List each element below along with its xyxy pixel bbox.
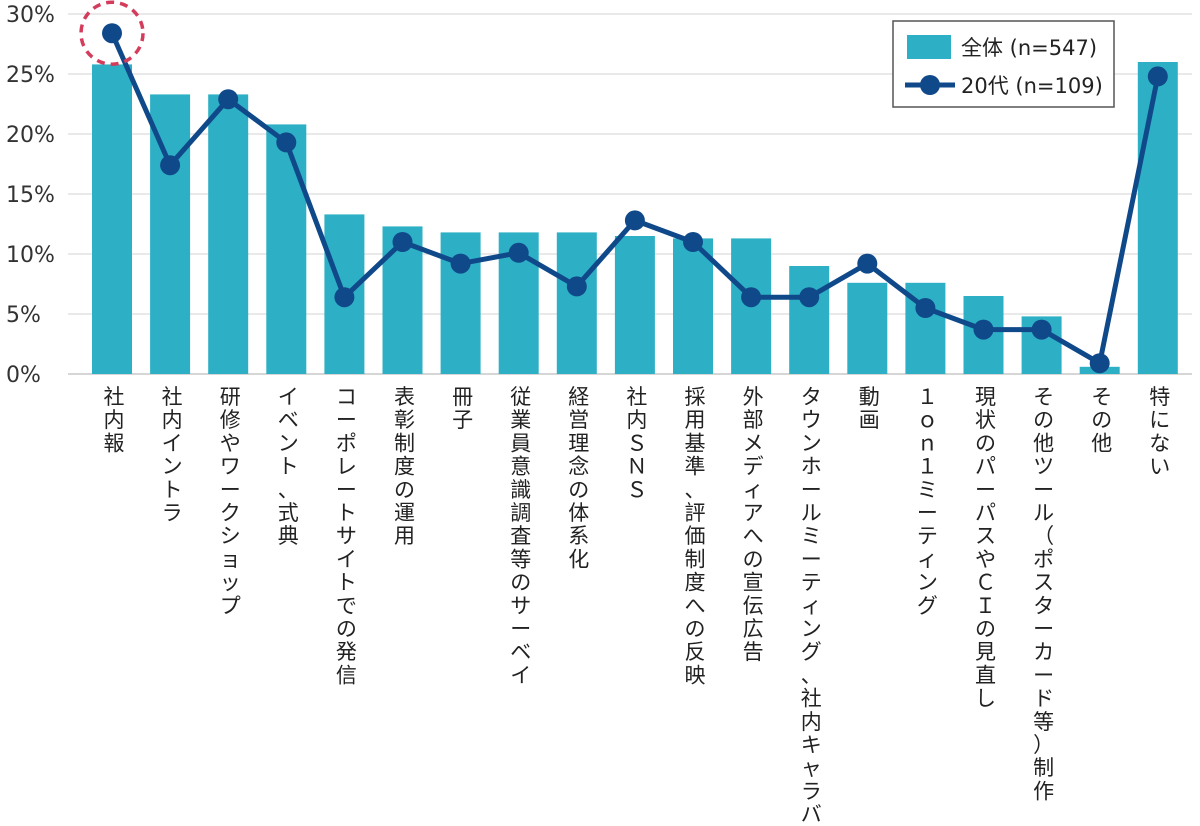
category-label: 社内イントラ (162, 385, 183, 525)
bar (556, 232, 597, 374)
line-point (1089, 353, 1110, 374)
highlight-circle (79, 0, 145, 66)
bar (847, 282, 888, 374)
category-label: 冊子 (452, 385, 473, 432)
y-tick-label: 30% (6, 3, 55, 28)
line-point (857, 253, 878, 274)
line-point (334, 287, 355, 308)
category-label: 研修やワークショップ (220, 385, 241, 618)
y-axis-tick-labels: 0% 5% 10% 15% 20% 25% 30% (6, 3, 55, 388)
legend-swatch-marker (920, 75, 940, 95)
legend-label-20s: 20代 (n=109) (961, 74, 1103, 98)
line-point (102, 23, 122, 44)
category-label: 現状のパーパスやＣＩの見直し (975, 385, 996, 711)
line-point (508, 242, 529, 263)
legend-label-overall: 全体 (n=547) (961, 36, 1097, 60)
y-tick-label: 25% (6, 63, 55, 88)
line-point (450, 253, 471, 274)
line-point (392, 232, 413, 252)
y-tick-label: 20% (6, 123, 55, 148)
bar (92, 64, 132, 375)
y-tick-label: 0% (6, 363, 41, 388)
category-label: 採用基準、評価制度への反映 (685, 385, 706, 687)
bar (266, 124, 307, 375)
category-label: 経営理念の体系化 (568, 385, 589, 571)
category-label: 従業員意識調査等のサーベイ (510, 385, 531, 687)
line-series-20s (102, 23, 1168, 374)
category-label: 特にない (1149, 385, 1170, 479)
legend-swatch-bar (907, 35, 951, 59)
category-label: １ｏｎ１ミーティング (917, 385, 938, 618)
line-point (1031, 319, 1052, 340)
bar (1137, 62, 1178, 374)
bar (789, 266, 830, 374)
annotations (79, 0, 145, 66)
category-label: 動画 (859, 385, 880, 432)
bar (614, 236, 655, 374)
category-label: コーポレートサイトでの発信 (336, 385, 357, 687)
y-tick-label: 10% (6, 243, 55, 268)
bars-series-overall (92, 62, 1178, 375)
bar (673, 238, 713, 374)
y-tick-label: 15% (6, 183, 55, 208)
category-label: 表彰制度の運用 (394, 385, 415, 548)
category-label: 外部メディアへの宣伝広告 (743, 385, 764, 664)
legend: 全体 (n=547) 20代 (n=109) (892, 20, 1115, 108)
category-label: タウンホールミーティング、社内キャラバン (801, 385, 822, 826)
category-label: イベント、式典 (278, 385, 299, 548)
line-point (799, 287, 820, 308)
y-tick-label: 5% (6, 303, 41, 328)
bar (208, 94, 249, 375)
line-point (973, 319, 994, 340)
line-point (1147, 66, 1168, 87)
category-label: 社内ＳＮＳ (626, 385, 647, 502)
category-label: 社内報 (104, 385, 125, 455)
line-point (741, 287, 762, 308)
line-point (276, 132, 297, 153)
category-label: その他 (1091, 385, 1112, 455)
line-point (683, 232, 703, 252)
line-point (566, 276, 587, 297)
line-point (160, 155, 181, 176)
category-labels: 社内報 社内イントラ 研修やワークショップ イベント、式典 コーポレートサイトでの発信 表… (104, 385, 1171, 826)
category-label: その他ツール（ポスターカード等）制作 (1033, 385, 1054, 803)
line-point (624, 210, 645, 231)
line-point (218, 89, 239, 110)
line-point (915, 298, 936, 318)
